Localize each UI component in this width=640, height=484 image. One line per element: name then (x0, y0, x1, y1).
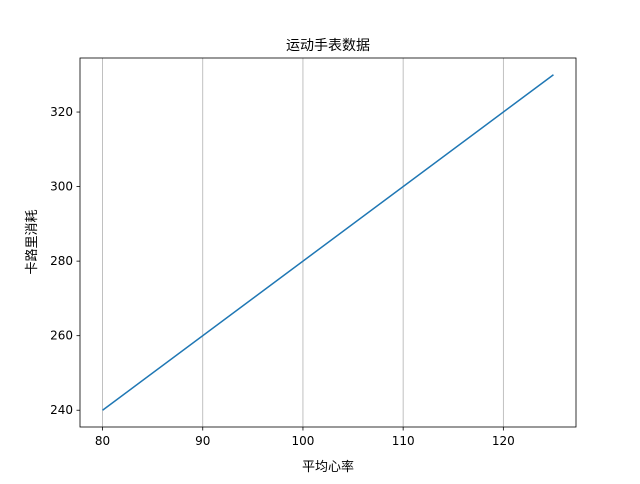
x-axis-label: 平均心率 (302, 459, 354, 475)
y-tick-label: 240 (50, 403, 73, 417)
series-line (102, 74, 554, 411)
y-tick-label: 280 (50, 254, 73, 268)
x-tick-label: 90 (195, 434, 210, 448)
x-tick-label: 110 (392, 434, 415, 448)
y-tick-label: 300 (50, 180, 73, 194)
x-tick-label: 120 (492, 434, 515, 448)
x-tick-label: 100 (291, 434, 314, 448)
plot-frame (79, 57, 577, 428)
x-tick-label: 80 (95, 434, 110, 448)
y-tick-label: 320 (50, 105, 73, 119)
y-tick-label: 260 (50, 329, 73, 343)
y-axis-label: 卡路里消耗 (24, 209, 40, 274)
chart-title: 运动手表数据 (286, 38, 370, 54)
